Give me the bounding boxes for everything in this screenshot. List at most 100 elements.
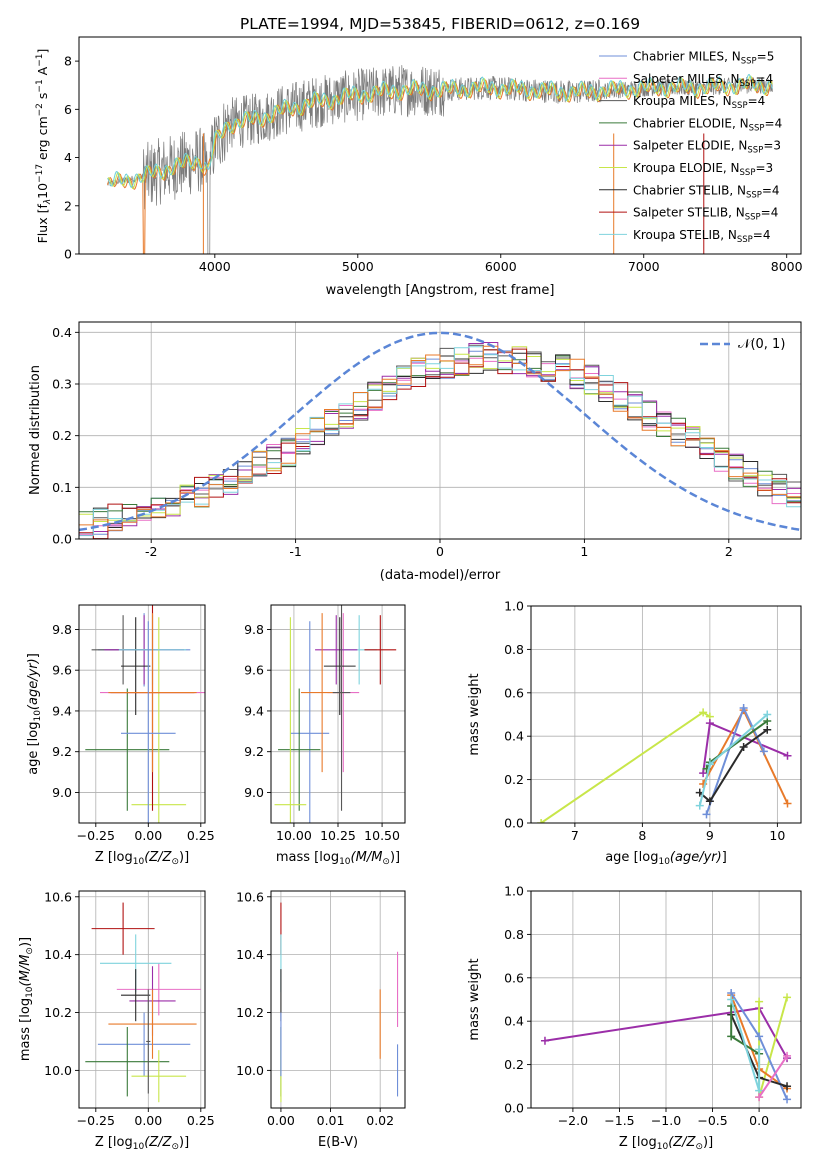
y-tick-label: 1.0 (504, 884, 524, 899)
panel-spectrum: 4000 5000 6000 7000 8000 0 2 4 6 8 wavelength [Ang… (35, 36, 803, 298)
label-part: −2 (35, 103, 45, 116)
errorbar-point (146, 989, 151, 1094)
xlabel-axis-label: Z [log10(Z/Z⊙)] (95, 850, 189, 867)
label-part: ⊙ (171, 1142, 179, 1152)
label-part: ] (722, 850, 727, 865)
weight-marker (699, 708, 708, 717)
panel-mass-vs-EBV: 0.00 0.01 0.02 10.0 10.2 10.4 10.6 E(B-V) (236, 889, 406, 1150)
label-part: Kroupa MILES, N (633, 94, 732, 108)
label-part: Z [log (95, 850, 133, 865)
panel-residual-histogram: -2 -1 0 1 2 0.0 0.1 0.2 0.3 0.4 𝒩(0, 1) (data-model… (28, 321, 802, 583)
errorbar-point (278, 688, 321, 811)
weight-marker (727, 1032, 736, 1041)
weight-marker (705, 760, 714, 769)
errorbar-point (85, 688, 170, 811)
weight-marker (537, 819, 546, 823)
y-tick-label: 0.8 (504, 927, 524, 942)
label-part: =3 (755, 161, 773, 175)
y-tick-label: 9.0 (244, 785, 264, 800)
panel-age-vs-mass: 10.00 10.25 10.50 9.0 9.2 9.4 9.6 9.8 mass [log1… (244, 604, 406, 867)
xlabel-axis-label: age [log10(age/yr)] (605, 850, 727, 867)
label-part: erg cm (35, 116, 50, 164)
label-part: 10 (339, 857, 351, 867)
y-tick-label: 0.4 (504, 1014, 524, 1029)
label-part: ⊙ (382, 857, 390, 867)
y-tick-label: 9.8 (244, 622, 264, 637)
panel-age-vs-Z: −0.25 0.00 0.259.09.29.49.69.8Z [log10(Z/Z… (26, 604, 215, 867)
weight-marker (755, 1032, 764, 1041)
weight-marker (783, 1051, 792, 1060)
x-tick-label: 0.0 (749, 1113, 769, 1128)
label-part: (M/M (18, 955, 33, 987)
label-part: 10 (133, 857, 145, 867)
x-tick-label: 2 (725, 544, 733, 559)
x-tick-label: -2 (145, 544, 157, 559)
x-tick-label: 10.00 (276, 828, 312, 843)
errorbar-point (274, 617, 307, 823)
x-tick-label: −1.5 (604, 1113, 634, 1128)
panel-mass-weight-vs-Z: −2.0 −1.5 −1.0 −0.5 0.0 0.0 0.2 0.4 0.6 0.8 1.0 Z [… (467, 884, 802, 1152)
xlabel-axis-label: Z [log10(Z/Z⊙)] (95, 1135, 189, 1152)
plot-panels: 4000 5000 6000 7000 8000 0 2 4 6 8 wavelength [Ang… (18, 36, 803, 1152)
errorbar-point (364, 615, 397, 685)
weight-marker (783, 1082, 792, 1091)
label-part: 10 (133, 1142, 145, 1152)
histogram-series (79, 345, 801, 531)
plot-area (85, 605, 205, 823)
axes-frame (78, 36, 802, 255)
weight-marker (783, 1095, 792, 1104)
x-axis-label: (data-model)/error (380, 568, 501, 583)
y-tick-label: 6 (64, 102, 72, 117)
label-part: SSP (741, 57, 757, 67)
weight-line (540, 711, 711, 823)
weight-marker (739, 743, 748, 752)
label-part: Flux [f (35, 204, 50, 244)
label-part: =5 (757, 50, 775, 64)
y-tick-label: 9.2 (244, 744, 264, 759)
y-tick-label: 0.3 (52, 377, 72, 392)
legend-entry: Chabrier MILES, NSSP=5 (633, 50, 774, 67)
plot-area (107, 65, 773, 254)
label-part: Salpeter ELODIE, N (633, 139, 747, 153)
x-axis-label: wavelength [Angstrom, rest frame] (326, 283, 555, 298)
y-tick-label: 10.0 (44, 1063, 72, 1078)
errorbar-point (332, 605, 351, 811)
label-part: Z [log (95, 1135, 133, 1150)
x-tick-label: 0.25 (187, 828, 215, 843)
weight-marker (763, 725, 772, 734)
y-tick-label: 0.4 (504, 729, 524, 744)
label-part: (Z/Z (144, 850, 172, 865)
label-part: 10 (35, 183, 50, 199)
y-tick-label: 9.6 (244, 663, 264, 678)
y-tick-label: 9.6 (52, 663, 72, 678)
y-tick-label: 0.6 (504, 970, 524, 985)
x-tick-label: 0.00 (267, 1113, 295, 1128)
weight-marker (705, 797, 714, 806)
plot-area (280, 902, 399, 1103)
label-part: Salpeter STELIB, N (633, 206, 745, 220)
errorbar-point (121, 969, 151, 1022)
errorbar-point (108, 613, 197, 773)
label-part: =4 (755, 72, 773, 86)
label-part: SSP (745, 213, 761, 223)
x-tick-label: -1 (289, 544, 301, 559)
label-part: mass [log (276, 850, 339, 865)
xlabel-axis-label: E(B-V) (318, 1135, 358, 1150)
errorbar-point (85, 1026, 170, 1097)
legend-entry: Salpeter ELODIE, NSSP=3 (633, 139, 781, 156)
figure-title: PLATE=1994, MJD=53845, FIBERID=0612, z=0… (240, 15, 640, 33)
x-tick-label: 1 (580, 544, 588, 559)
weight-marker (739, 703, 748, 712)
y-tick-label: 0.0 (52, 532, 72, 547)
label-part: =4 (761, 206, 779, 220)
ylabel-axis-label: mass [log10(M/M⊙)] (18, 937, 35, 1061)
errorbar-point (116, 963, 201, 1016)
errorbar-point (121, 621, 176, 823)
label-part: 10 (33, 710, 43, 722)
x-tick-label: −0.25 (77, 1113, 115, 1128)
label-part: (Z/Z (144, 1135, 172, 1150)
y-tick-label: 2 (64, 198, 72, 213)
label-part: (Z/Z (668, 1135, 696, 1150)
label-part: Z [log (619, 1135, 657, 1150)
